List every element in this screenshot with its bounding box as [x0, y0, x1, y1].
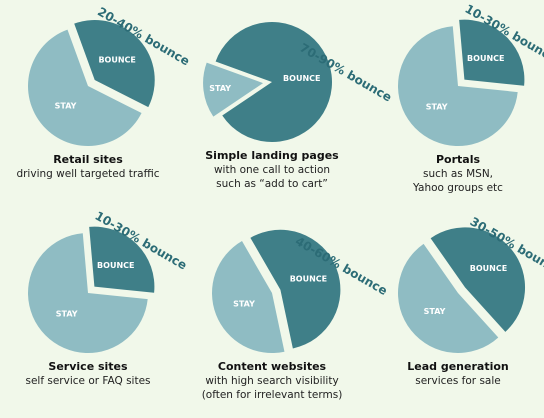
- pie-slice: [430, 227, 526, 332]
- pie-title: Simple landing pages: [205, 149, 339, 162]
- pie-slice: [398, 243, 499, 354]
- pie-subtitle: self service or FAQ sites: [25, 375, 150, 387]
- pie-subtitle: (often for irrelevant terms): [202, 389, 343, 401]
- slice-label: BOUNCE: [98, 56, 135, 65]
- slice-label: BOUNCE: [97, 261, 134, 270]
- pie-subtitle: driving well targeted traffic: [16, 168, 159, 180]
- slice-label: STAY: [424, 307, 446, 316]
- pie-subtitle: with high search visibility: [205, 375, 338, 387]
- pie-title: Portals: [436, 153, 480, 166]
- pie-title: Retail sites: [53, 153, 123, 166]
- pie-subtitle: such as “add to cart”: [216, 178, 328, 190]
- pie-slice: [215, 21, 332, 142]
- pie-slice: [212, 241, 285, 353]
- slice-label: BOUNCE: [467, 54, 504, 63]
- pie-slice: [203, 62, 264, 117]
- slice-label: STAY: [55, 101, 77, 110]
- pie-subtitle: with one call to action: [214, 164, 330, 176]
- slice-label: STAY: [233, 299, 255, 308]
- slice-label: BOUNCE: [290, 275, 327, 284]
- pie-slice: [27, 233, 148, 354]
- pie-title: Service sites: [48, 360, 128, 373]
- slice-label: BOUNCE: [470, 264, 507, 273]
- slice-label: BOUNCE: [283, 74, 320, 83]
- pie-slice: [398, 26, 518, 147]
- pie-slice: [89, 226, 155, 293]
- pie-subtitle: such as MSN,: [423, 168, 493, 180]
- pie-slice: [74, 20, 155, 108]
- pie-subtitle: Yahoo groups etc: [412, 182, 503, 194]
- pie-subtitle: services for sale: [415, 375, 500, 387]
- slice-label: STAY: [426, 103, 448, 112]
- slice-label: STAY: [56, 310, 78, 319]
- pie-title: Content websites: [218, 360, 327, 373]
- slice-label: STAY: [209, 84, 231, 93]
- pie-slice: [28, 29, 142, 147]
- pie-slice: [250, 229, 341, 349]
- pie-slice: [459, 19, 525, 86]
- pie-title: Lead generation: [407, 360, 509, 373]
